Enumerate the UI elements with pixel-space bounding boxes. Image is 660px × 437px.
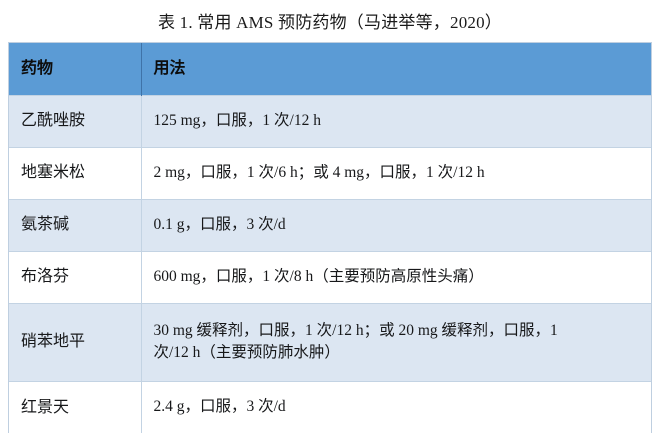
cell-drug-usage: 600 mg，口服，1 次/8 h（主要预防高原性头痛） [141, 250, 651, 303]
usage-line: 30 mg 缓释剂，口服，1 次/12 h；或 20 mg 缓释剂，口服，1 [153, 321, 558, 339]
cell-drug-name: 布洛芬 [9, 250, 142, 303]
ams-prophylaxis-drug-table: 药物 用法 乙酰唑胺 125 mg，口服，1 次/12 h 地塞米松 2 mg，… [9, 43, 651, 433]
cell-drug-name: 氨茶碱 [9, 198, 142, 251]
table-row: 乙酰唑胺 125 mg，口服，1 次/12 h [9, 94, 651, 147]
table-row: 硝苯地平 30 mg 缓释剂，口服，1 次/12 h；或 20 mg 缓释剂，口… [9, 302, 651, 381]
cell-drug-usage: 30 mg 缓释剂，口服，1 次/12 h；或 20 mg 缓释剂，口服，1 次… [141, 302, 651, 381]
usage-line: 600 mg，口服，1 次/8 h（主要预防高原性头痛） [153, 267, 484, 285]
table-head: 药物 用法 [9, 43, 651, 95]
usage-line: 0.1 g，口服，3 次/d [153, 215, 286, 233]
cell-drug-usage: 0.1 g，口服，3 次/d [141, 198, 651, 251]
table-row: 红景天 2.4 g，口服，3 次/d [9, 380, 651, 433]
cell-drug-name: 硝苯地平 [9, 302, 142, 381]
cell-drug-name: 地塞米松 [9, 146, 142, 199]
usage-line: 2.4 g，口服，3 次/d [153, 398, 286, 416]
usage-line: 2 mg，口服，1 次/6 h；或 4 mg，口服，1 次/12 h [153, 163, 485, 181]
table-caption: 表 1. 常用 AMS 预防药物（马进举等，2020） [158, 13, 502, 32]
cell-drug-name: 乙酰唑胺 [9, 94, 142, 147]
table-row: 布洛芬 600 mg，口服，1 次/8 h（主要预防高原性头痛） [9, 250, 651, 303]
cell-drug-name: 红景天 [9, 380, 142, 433]
cell-drug-usage: 2.4 g，口服，3 次/d [141, 380, 651, 433]
usage-line: 次/12 h（主要预防肺水肿） [153, 344, 340, 361]
cell-drug-usage: 2 mg，口服，1 次/6 h；或 4 mg，口服，1 次/12 h [141, 146, 651, 199]
table-row: 氨茶碱 0.1 g，口服，3 次/d [9, 198, 651, 251]
table-header-row: 药物 用法 [9, 43, 651, 95]
cell-drug-usage: 125 mg，口服，1 次/12 h [141, 94, 651, 147]
table-row: 地塞米松 2 mg，口服，1 次/6 h；或 4 mg，口服，1 次/12 h [9, 146, 651, 199]
column-header-usage: 用法 [153, 60, 186, 78]
table-container: 药物 用法 乙酰唑胺 125 mg，口服，1 次/12 h 地塞米松 2 mg，… [8, 42, 652, 433]
table-body: 乙酰唑胺 125 mg，口服，1 次/12 h 地塞米松 2 mg，口服，1 次… [9, 94, 651, 433]
column-header-drug: 药物 [9, 43, 142, 95]
usage-line: 125 mg，口服，1 次/12 h [153, 111, 322, 129]
